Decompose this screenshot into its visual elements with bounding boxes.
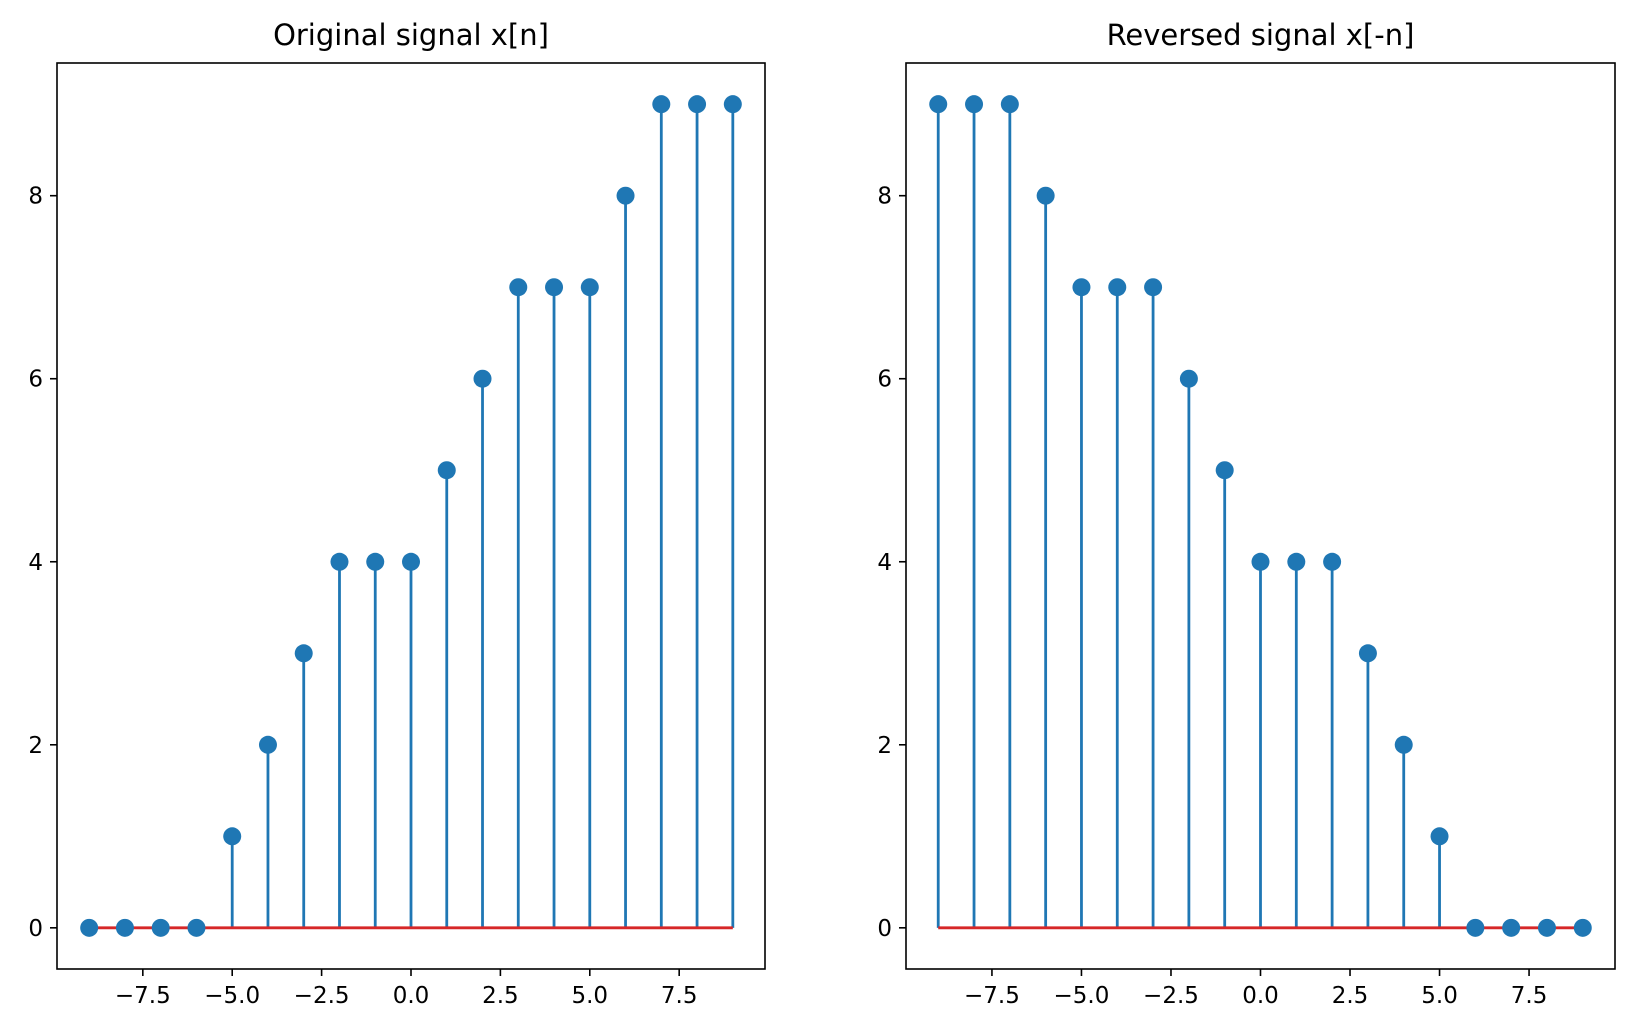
x-tick-label: −5.0 — [1054, 983, 1110, 1009]
stem-marker — [965, 95, 984, 114]
y-tick-label: 0 — [877, 916, 892, 942]
x-tick-label: 0.0 — [393, 983, 430, 1009]
stem-marker — [115, 918, 134, 937]
y-tick-label: 2 — [877, 733, 892, 759]
stem-marker — [1323, 552, 1342, 571]
stem-marker — [1466, 918, 1485, 937]
x-tick-label: −7.5 — [115, 983, 171, 1009]
stem-marker — [929, 95, 948, 114]
x-tick-label: 0.0 — [1242, 983, 1279, 1009]
stem-marker — [330, 552, 349, 571]
stem-marker — [688, 95, 707, 114]
stem-marker — [258, 735, 277, 754]
stem-marker — [1072, 278, 1091, 297]
stem-marker — [1179, 369, 1198, 388]
y-tick-label: 0 — [28, 916, 43, 942]
stem-marker — [1108, 278, 1127, 297]
stem-marker — [151, 918, 170, 937]
stem-marker — [1215, 461, 1234, 480]
x-tick-label: −2.5 — [294, 983, 350, 1009]
stem-marker — [1251, 552, 1270, 571]
y-tick-label: 2 — [28, 733, 43, 759]
subplot-original-signal: Original signal x[n] −7.5 −5.0 −2.5 0.0 2.5 5… — [28, 18, 766, 1009]
stem-marker — [223, 827, 242, 846]
x-tick-label: 5.0 — [571, 983, 608, 1009]
stem-marker — [1502, 918, 1521, 937]
x-tick-label: 2.5 — [482, 983, 519, 1009]
y-tick-label: 6 — [28, 367, 43, 393]
x-tick-label: −2.5 — [1143, 983, 1199, 1009]
stem-marker — [616, 186, 635, 205]
stem-marker — [1430, 827, 1449, 846]
stem-marker — [1144, 278, 1163, 297]
stem-marker — [1573, 918, 1592, 937]
stem-marker — [294, 644, 313, 663]
stem-marker — [80, 918, 99, 937]
stem-marker — [187, 918, 206, 937]
x-tick-label: 7.5 — [1511, 983, 1548, 1009]
y-tick-label: 8 — [877, 184, 892, 210]
stem-marker — [473, 369, 492, 388]
stem-marker — [545, 278, 564, 297]
stem-marker — [580, 278, 599, 297]
stem-marker — [402, 552, 420, 571]
stem-marker — [1394, 735, 1413, 754]
stem-marker — [437, 461, 456, 480]
subplot-reversed-signal: Reversed signal x[-n] −7.5 −5.0 −2.5 0.0 2.5… — [877, 18, 1616, 1009]
y-tick-label: 6 — [877, 367, 892, 393]
x-tick-label: −7.5 — [964, 983, 1020, 1009]
x-tick-label: 5.0 — [1421, 983, 1458, 1009]
y-tick-label: 8 — [28, 184, 43, 210]
stem-marker — [366, 552, 385, 571]
stem-marker — [1000, 95, 1019, 114]
stem-marker — [723, 95, 742, 114]
y-tick-label: 4 — [877, 550, 892, 576]
stem-marker — [1358, 644, 1377, 663]
x-tick-label: −5.0 — [204, 983, 260, 1009]
subplot-title: Original signal x[n] — [273, 18, 549, 52]
stem-marker — [1036, 186, 1055, 205]
y-tick-label: 4 — [28, 550, 43, 576]
x-tick-label: 7.5 — [661, 983, 698, 1009]
stem-marker — [652, 95, 671, 114]
stem-marker — [1537, 918, 1556, 937]
stem-marker — [1287, 552, 1306, 571]
subplot-title: Reversed signal x[-n] — [1107, 18, 1415, 52]
x-tick-label: 2.5 — [1332, 983, 1369, 1009]
stem-marker — [509, 278, 528, 297]
